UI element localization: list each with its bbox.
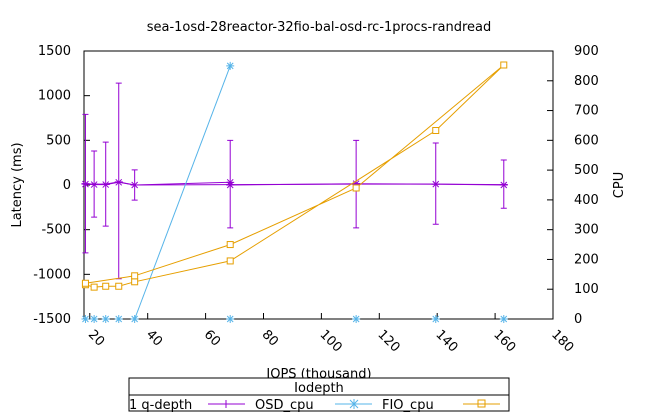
- x-tick-label: 120: [374, 327, 402, 355]
- data-point: [130, 315, 139, 323]
- x-tick-label: 40: [143, 327, 165, 349]
- legend-title: Iodepth: [294, 381, 344, 396]
- legend-swatch-fio-cpu: [335, 399, 372, 409]
- data-point: [226, 257, 234, 265]
- data-point: [226, 315, 235, 323]
- data-point: [226, 241, 234, 249]
- y2-tick-label: 800: [574, 74, 599, 89]
- series-3: [81, 61, 508, 291]
- data-point: [131, 278, 139, 286]
- y2-axis: 0 100 200 300 400 500 600 700 800 900: [547, 44, 599, 327]
- y2-tick-label: 200: [574, 252, 599, 267]
- data-point: [500, 61, 508, 69]
- data-point: [432, 127, 440, 135]
- data-point: [81, 180, 90, 188]
- series-2: [81, 61, 508, 323]
- x-tick-label: 60: [201, 327, 223, 349]
- y-tick-label: -500: [41, 223, 71, 238]
- data-point: [352, 315, 361, 323]
- data-point-errorbar: [114, 82, 123, 280]
- y2-tick-label: 300: [574, 223, 599, 238]
- data-point: [499, 315, 508, 323]
- data-point: [101, 315, 110, 323]
- y-tick-label: -1000: [33, 267, 71, 282]
- data-point: [90, 181, 99, 188]
- data-point: [131, 272, 139, 280]
- y2-tick-label: 700: [574, 104, 599, 119]
- chart-title: sea-1osd-28reactor-32fio-bal-osd-rc-1pro…: [147, 20, 492, 35]
- legend-entry-q-depth: 1 q-depth: [129, 398, 192, 413]
- series-0: [81, 82, 508, 280]
- legend-swatch-unnamed: [463, 399, 500, 408]
- legend-entry-osd-cpu: OSD_cpu: [255, 398, 314, 413]
- data-point: [130, 181, 139, 189]
- data-point: [352, 184, 360, 192]
- y-tick-label: -1500: [33, 312, 71, 327]
- y2-tick-label: 600: [574, 133, 599, 148]
- x-tick-label: 20: [85, 327, 107, 349]
- data-point: [431, 315, 440, 323]
- legend-entry-fio-cpu: FIO_cpu: [382, 398, 434, 413]
- data-point: [81, 315, 90, 323]
- data-point: [114, 315, 123, 323]
- data-point: [101, 181, 110, 188]
- data-point: [226, 61, 235, 70]
- x-tick-label: 160: [490, 327, 518, 355]
- y2-axis-label: CPU: [612, 172, 627, 198]
- y-tick-label: 1500: [38, 44, 71, 59]
- series-line: [134, 65, 231, 320]
- y-axis-label: Latency (ms): [10, 142, 25, 227]
- legend: Iodepth 1 q-depth OSD_cpu FIO_cpu: [128, 377, 510, 413]
- data-point: [115, 282, 123, 290]
- y-tick-label: 1000: [38, 89, 71, 104]
- y2-tick-label: 0: [574, 312, 582, 327]
- x-tick-label: 100: [317, 327, 345, 355]
- data-point: [90, 283, 98, 291]
- series-line: [85, 64, 505, 288]
- x-tick-label: 140: [432, 327, 460, 355]
- data-point: [226, 181, 235, 189]
- legend-swatch-osd-cpu: [208, 400, 245, 408]
- data-point: [499, 181, 508, 189]
- data-point: [90, 315, 99, 323]
- series-1: [81, 178, 508, 189]
- y2-tick-label: 500: [574, 163, 599, 178]
- x-tick-label: 80: [259, 327, 281, 349]
- data-point: [431, 180, 440, 188]
- y-tick-label: 500: [46, 133, 71, 148]
- series-line: [85, 181, 504, 186]
- data-point-errorbar: [499, 159, 508, 209]
- data-point: [114, 178, 123, 186]
- data-point: [81, 279, 89, 287]
- y-tick-label: 0: [63, 178, 71, 193]
- y2-tick-label: 900: [574, 44, 599, 59]
- series-layer: [81, 61, 508, 323]
- y-axis: -1500 -1000 -500 0 500 1000 1500: [33, 44, 90, 327]
- x-tick-label: 180: [548, 327, 576, 355]
- data-point: [102, 282, 110, 290]
- y2-tick-label: 100: [574, 282, 599, 297]
- y2-tick-label: 400: [574, 193, 599, 208]
